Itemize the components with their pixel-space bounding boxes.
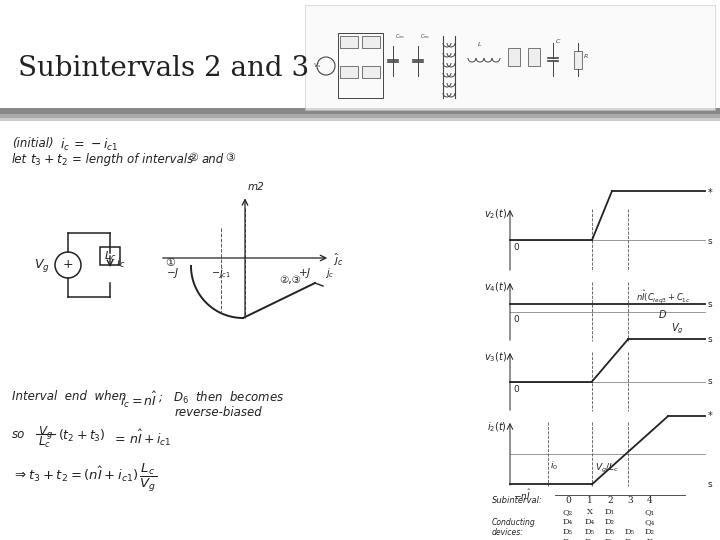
Bar xyxy=(338,33,383,98)
Bar xyxy=(508,48,520,66)
Text: $i_c = n\hat{I}$: $i_c = n\hat{I}$ xyxy=(120,390,158,410)
Text: $v_2(t)$: $v_2(t)$ xyxy=(484,207,507,221)
Text: D₆: D₆ xyxy=(605,538,615,540)
Bar xyxy=(100,247,120,265)
Text: D₅: D₅ xyxy=(605,528,615,536)
Text: $\Rightarrow t_3+t_2 = (n\hat{I} + i_{c1})\,\dfrac{L_c}{V_g}$: $\Rightarrow t_3+t_2 = (n\hat{I} + i_{c1… xyxy=(12,462,157,494)
Text: $+J$: $+J$ xyxy=(298,266,312,280)
Text: $=\, n\hat{I} + i_{c1}$: $=\, n\hat{I} + i_{c1}$ xyxy=(112,428,171,448)
Text: D₄: D₄ xyxy=(585,518,595,526)
Text: $i_0$: $i_0$ xyxy=(550,459,558,471)
Text: Subinterval:: Subinterval: xyxy=(492,496,543,505)
Bar xyxy=(362,66,380,78)
Text: $i_c\,=\,-i_{c1}$: $i_c\,=\,-i_{c1}$ xyxy=(60,137,118,153)
Text: Interval  end  when: Interval end when xyxy=(12,390,127,403)
Text: $i_c$: $i_c$ xyxy=(116,256,125,270)
Text: devices:: devices: xyxy=(492,528,524,537)
Text: $j_c$: $j_c$ xyxy=(325,266,335,280)
Text: $V_g$: $V_g$ xyxy=(38,424,53,441)
Text: ②,③: ②,③ xyxy=(279,275,301,285)
Text: $v_4(t)$: $v_4(t)$ xyxy=(484,280,507,294)
Text: = length of intervals: = length of intervals xyxy=(72,153,193,166)
Text: 3: 3 xyxy=(627,496,633,505)
Text: 0: 0 xyxy=(513,243,518,252)
Text: $n\hat{I}(C_{leq3}+C_{1c}$: $n\hat{I}(C_{leq3}+C_{1c}$ xyxy=(636,288,691,305)
Text: *: * xyxy=(708,188,713,198)
Bar xyxy=(0,118,720,121)
Text: s: s xyxy=(708,480,713,489)
Text: m2: m2 xyxy=(248,183,265,192)
Text: s: s xyxy=(708,238,713,246)
Text: 1: 1 xyxy=(587,496,593,505)
Text: $-n\hat{I}$: $-n\hat{I}$ xyxy=(513,487,532,502)
Text: +: + xyxy=(63,259,73,272)
Text: s: s xyxy=(708,377,713,386)
Text: D₅: D₅ xyxy=(625,528,635,536)
Text: $C_{res}$: $C_{res}$ xyxy=(420,32,431,41)
Text: *: * xyxy=(708,411,713,421)
Text: let: let xyxy=(12,153,27,166)
Text: $-J$: $-J$ xyxy=(166,266,180,280)
Bar xyxy=(0,108,720,114)
Bar xyxy=(528,48,540,66)
Text: $V_g$: $V_g$ xyxy=(671,322,684,336)
Text: ③: ③ xyxy=(225,153,235,163)
Text: $-j_{c1}$: $-j_{c1}$ xyxy=(211,266,231,280)
Text: ②: ② xyxy=(188,153,198,163)
Text: 4: 4 xyxy=(647,496,653,505)
Text: 0: 0 xyxy=(513,384,518,394)
Text: $\hat{\jmath}_c$: $\hat{\jmath}_c$ xyxy=(333,252,343,268)
Text: D₅: D₅ xyxy=(585,528,595,536)
Text: $V_g/L_c$: $V_g/L_c$ xyxy=(595,462,619,475)
Text: $(t_2+t_3)$: $(t_2+t_3)$ xyxy=(58,428,106,444)
Text: and: and xyxy=(202,153,224,166)
Text: s: s xyxy=(708,300,713,309)
Bar xyxy=(305,5,715,110)
Text: $D$: $D$ xyxy=(658,308,667,320)
Text: X: X xyxy=(647,538,653,540)
Text: ;   $D_6$  then  becomes: ; $D_6$ then becomes xyxy=(158,390,284,406)
Bar xyxy=(340,36,358,48)
Text: Conducting: Conducting xyxy=(492,518,536,527)
Text: (initial): (initial) xyxy=(12,137,53,150)
Text: D₁: D₁ xyxy=(605,508,615,516)
Text: D₅: D₅ xyxy=(563,528,573,536)
Text: D₄: D₄ xyxy=(563,518,573,526)
Text: $R$: $R$ xyxy=(583,52,589,60)
Text: 2: 2 xyxy=(607,496,613,505)
Text: D₆: D₆ xyxy=(585,538,595,540)
Text: D₂: D₂ xyxy=(605,518,615,526)
Text: $V_s$: $V_s$ xyxy=(312,62,321,70)
Text: $C_{res}$: $C_{res}$ xyxy=(395,32,405,41)
Text: Q₄: Q₄ xyxy=(645,518,655,526)
Bar xyxy=(574,51,582,69)
Text: ①: ① xyxy=(165,258,175,268)
Text: $L_c$: $L_c$ xyxy=(38,435,51,450)
Text: 0: 0 xyxy=(513,314,518,323)
Text: D₂: D₂ xyxy=(645,528,655,536)
Text: Q₂: Q₂ xyxy=(563,508,573,516)
Text: $L$: $L$ xyxy=(477,40,482,48)
Text: $t_3+t_2$: $t_3+t_2$ xyxy=(30,153,68,168)
Text: $v_3(t)$: $v_3(t)$ xyxy=(484,350,507,363)
Text: s: s xyxy=(708,335,713,344)
Text: reverse-biased: reverse-biased xyxy=(175,406,263,419)
Text: $V_g$: $V_g$ xyxy=(35,256,50,273)
Text: so: so xyxy=(12,428,25,441)
Text: $C$: $C$ xyxy=(555,37,562,45)
Text: D₆: D₆ xyxy=(563,538,573,540)
Text: Subintervals 2 and 3: Subintervals 2 and 3 xyxy=(18,55,309,82)
Bar xyxy=(340,66,358,78)
Text: 0: 0 xyxy=(565,496,571,505)
Text: D₆: D₆ xyxy=(625,538,635,540)
Text: X: X xyxy=(587,508,593,516)
Bar xyxy=(362,36,380,48)
Text: $i_2(t)$: $i_2(t)$ xyxy=(487,420,507,434)
Bar xyxy=(0,114,720,118)
Text: $L_c$: $L_c$ xyxy=(104,249,116,263)
Text: Q₁: Q₁ xyxy=(645,508,655,516)
